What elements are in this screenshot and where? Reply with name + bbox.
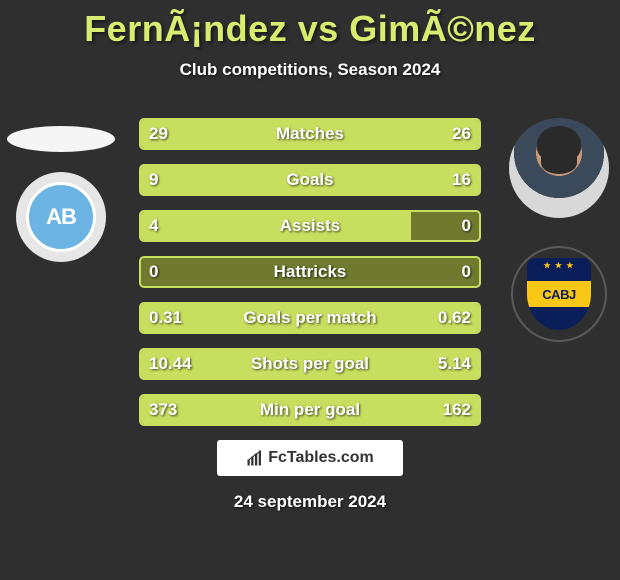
stat-row: Shots per goal10.445.14 <box>139 348 481 380</box>
footer-brand-text: FcTables.com <box>268 449 374 467</box>
chart-icon <box>246 449 264 467</box>
right-club-crest-text: CABJ <box>542 287 575 302</box>
subtitle: Club competitions, Season 2024 <box>0 60 620 80</box>
right-club-crest: ★ ★ ★ CABJ <box>511 246 607 342</box>
stat-value-left: 373 <box>149 396 177 424</box>
left-club-crest-text: AB <box>26 182 96 252</box>
stat-value-left: 29 <box>149 120 168 148</box>
stat-row: Goals per match0.31 0.62 <box>139 302 481 334</box>
stat-value-right: 5.14 <box>438 350 471 378</box>
stat-row: Assists4 0 <box>139 210 481 242</box>
date-label: 24 september 2024 <box>0 492 620 512</box>
stat-value-left: 4 <box>149 212 158 240</box>
stat-label: Assists <box>141 212 479 240</box>
right-player-column: ★ ★ ★ CABJ <box>504 118 614 342</box>
right-player-photo <box>509 118 609 218</box>
stat-value-right: 0 <box>462 258 471 286</box>
stat-value-left: 0 <box>149 258 158 286</box>
left-player-column: AB <box>6 118 116 262</box>
stat-row: Goals9 16 <box>139 164 481 196</box>
stat-label: Goals <box>141 166 479 194</box>
stat-label: Goals per match <box>141 304 479 332</box>
comparison-panel: AB ★ ★ ★ CABJ Matches29 26 Goals9 16 Assists… <box>0 118 620 426</box>
stat-bars: Matches2926Goals916Assists40Hattricks00G… <box>139 118 481 426</box>
stat-row: Matches29 26 <box>139 118 481 150</box>
stat-value-right: 16 <box>452 166 471 194</box>
stat-value-left: 10.44 <box>149 350 192 378</box>
left-club-crest: AB <box>16 172 106 262</box>
stat-value-right: 0.62 <box>438 304 471 332</box>
left-player-photo-placeholder <box>7 126 115 152</box>
stat-row: Hattricks0 0 <box>139 256 481 288</box>
stat-row: Min per goal373 162 <box>139 394 481 426</box>
stat-label: Hattricks <box>141 258 479 286</box>
crest-stars-icon: ★ ★ ★ <box>527 261 591 270</box>
stat-value-left: 9 <box>149 166 158 194</box>
stat-label: Min per goal <box>141 396 479 424</box>
stat-value-right: 26 <box>452 120 471 148</box>
stat-label: Matches <box>141 120 479 148</box>
stat-value-right: 162 <box>443 396 471 424</box>
footer-brand: FcTables.com <box>217 440 403 476</box>
stat-value-left: 0.31 <box>149 304 182 332</box>
page-title: FernÃ¡ndez vs GimÃ©nez <box>0 0 620 50</box>
right-club-crest-shield: ★ ★ ★ CABJ <box>527 258 591 330</box>
stat-value-right: 0 <box>462 212 471 240</box>
